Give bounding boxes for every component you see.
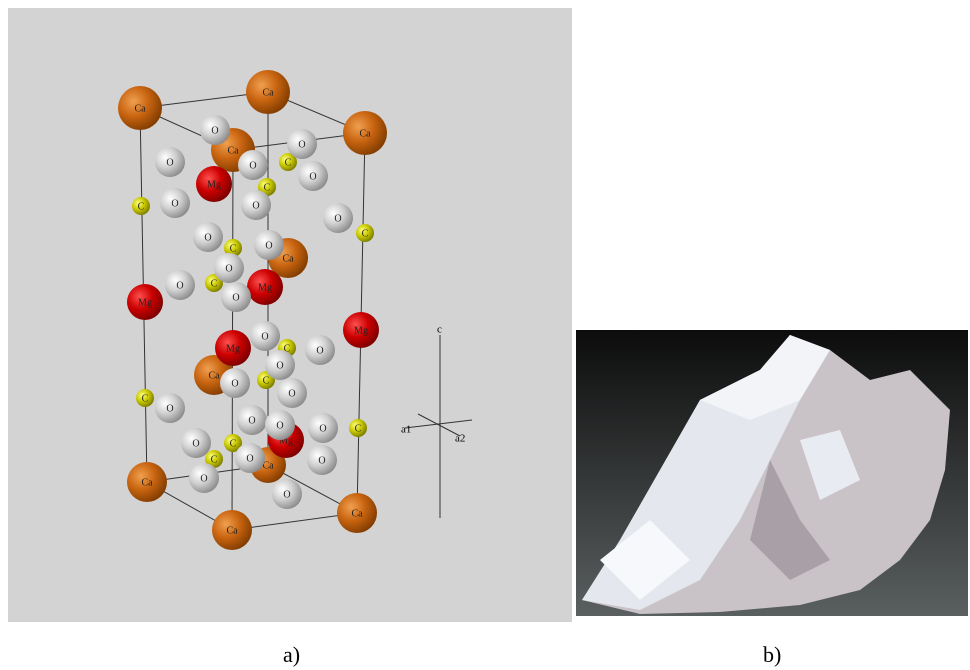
- atom-label: C: [264, 182, 271, 193]
- atom-label: O: [246, 453, 253, 464]
- atom-label: O: [334, 213, 341, 224]
- atom-label: O: [261, 331, 268, 342]
- atom-label: C: [211, 454, 218, 465]
- atom-label: Ca: [359, 128, 371, 139]
- atom-label: O: [283, 489, 290, 500]
- structure-panel: [8, 8, 572, 622]
- atom-label: C: [362, 228, 369, 239]
- axis-label: a1: [401, 424, 411, 436]
- atom-label: Ca: [262, 87, 274, 98]
- atom-label: O: [288, 388, 295, 399]
- caption: b): [763, 642, 781, 667]
- atom-label: C: [142, 393, 149, 404]
- atom-label: O: [265, 240, 272, 251]
- atom-label: Ca: [208, 370, 220, 381]
- atom-label: C: [230, 438, 237, 449]
- atom-label: O: [166, 157, 173, 168]
- atom-label: O: [204, 232, 211, 243]
- atom-label: Mg: [258, 282, 272, 293]
- atom-label: C: [230, 243, 237, 254]
- atom-label: O: [249, 160, 256, 171]
- atom-label: C: [285, 157, 292, 168]
- atom-label: Ca: [351, 508, 363, 519]
- atom-label: O: [316, 345, 323, 356]
- atom-label: Mg: [207, 179, 221, 190]
- atom-label: C: [211, 278, 218, 289]
- atom-label: O: [171, 198, 178, 209]
- figure: c a1 a2 CaCaCaCaCaCaCaCaCaCaMgMgMgMgMgMg…: [0, 0, 970, 670]
- atom-label: O: [276, 420, 283, 431]
- atom-label: O: [309, 171, 316, 182]
- atom-label: O: [319, 423, 326, 434]
- atom-label: Mg: [226, 343, 240, 354]
- atom-label: C: [355, 423, 362, 434]
- axis-label: a2: [455, 433, 465, 445]
- atom-label: Ca: [282, 253, 294, 264]
- atom-label: O: [192, 438, 199, 449]
- atom-label: O: [231, 378, 238, 389]
- atom-label: Ca: [134, 103, 146, 114]
- atom-label: Ca: [226, 525, 238, 536]
- atom-label: O: [276, 360, 283, 371]
- atom-label: Mg: [354, 325, 368, 336]
- atom-label: Ca: [227, 145, 239, 156]
- atom-label: O: [318, 455, 325, 466]
- atom-label: O: [176, 280, 183, 291]
- atom-label: O: [166, 403, 173, 414]
- axis-label: c: [437, 324, 442, 336]
- page: c a1 a2 CaCaCaCaCaCaCaCaCaCaMgMgMgMgMgMg…: [0, 0, 970, 670]
- atom-label: O: [298, 139, 305, 150]
- atom-label: O: [211, 125, 218, 136]
- atom-label: C: [263, 375, 270, 386]
- atom-label: C: [138, 201, 145, 212]
- atom-label: Mg: [138, 297, 152, 308]
- atom-label: O: [225, 263, 232, 274]
- atom-label: O: [248, 415, 255, 426]
- caption: a): [283, 642, 300, 667]
- atom-label: O: [232, 292, 239, 303]
- atom-label: O: [252, 200, 259, 211]
- atom-label: Ca: [141, 477, 153, 488]
- atom-label: O: [200, 473, 207, 484]
